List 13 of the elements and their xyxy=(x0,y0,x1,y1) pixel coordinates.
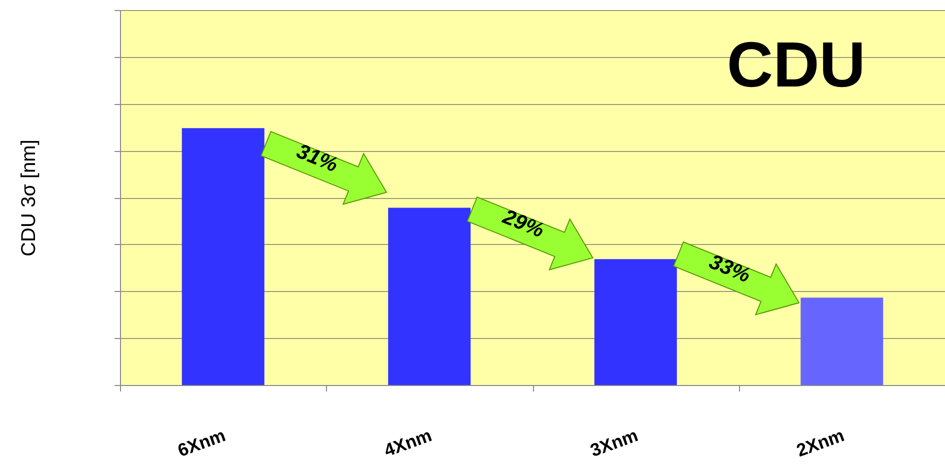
bar xyxy=(182,128,264,385)
x-tick-label: 2Xnm xyxy=(794,425,847,461)
annotation: 31% xyxy=(293,140,342,178)
x-tick-label: 6Xnm xyxy=(175,425,228,461)
bar xyxy=(800,298,884,385)
x-tick-label: 4Xnm xyxy=(381,425,434,461)
annotation: 33% xyxy=(706,250,754,288)
annotation: 29% xyxy=(498,204,548,243)
bar xyxy=(594,259,677,385)
y-axis-title: CDU 3σ [nm] xyxy=(18,140,40,256)
x-tick-label: 3Xnm xyxy=(588,425,641,461)
chart-title: CDU xyxy=(726,28,866,100)
bar xyxy=(388,208,471,385)
